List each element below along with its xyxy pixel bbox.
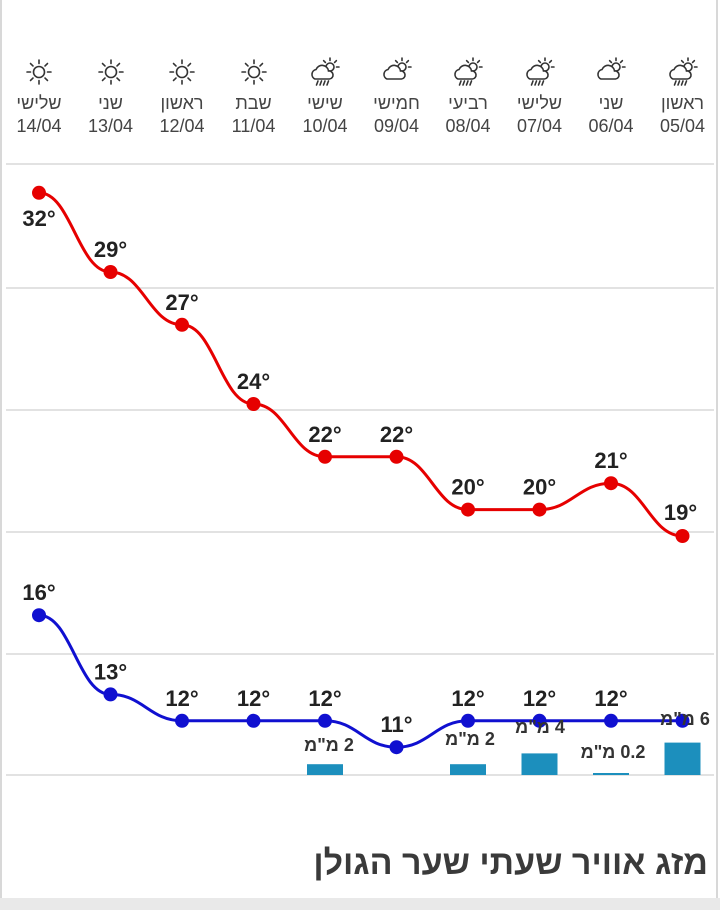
rain-label: 6 מ"מ [660,709,710,729]
day-column: שני 13/04 [75,52,147,138]
day-column: ראשון 12/04 [146,52,218,138]
low-temp-point [532,713,547,728]
cloud-sun-icon [361,52,433,92]
low-temp-label: 12° [237,686,270,711]
day-column: שישי 10/04 [289,52,361,138]
day-header-row: שלישי 14/04 שני 13/04 ראשון 12/04 שבת 11/04 שישי… [0,0,720,160]
high-temp-point [532,502,547,517]
rain-bar [521,753,558,775]
high-temp-line [38,191,683,538]
rain-label: 2 מ"מ [445,729,495,749]
high-temp-label: 22° [308,422,341,447]
high-temp-point [175,317,189,332]
day-name: שלישי [516,93,563,113]
day-column: חמישי 09/04 [361,52,433,138]
day-name: שני [98,93,123,113]
rain-bar [593,773,629,775]
high-temp-point [604,476,618,491]
day-name: שישי [307,93,343,113]
rain-bar [307,764,343,775]
low-temp-label: 12° [594,686,627,711]
low-temp-label: 11° [380,712,412,737]
day-column: רביעי 08/04 [432,52,504,138]
low-temp-point [604,713,618,728]
high-temp-label: 29° [94,237,127,262]
day-date: 08/04 [445,116,491,136]
rain-label: 0.2 מ"מ [581,742,646,762]
rain-bar [664,742,701,775]
low-temp-point [461,713,475,728]
low-temp-label: 12° [308,686,341,711]
high-temp-point [103,265,118,279]
rain-cloud-sun-icon [432,52,504,92]
low-temp-label: 16° [22,580,55,605]
day-name: ראשון [660,93,705,113]
day-date: 06/04 [588,116,634,136]
day-date: 05/04 [659,116,706,136]
high-temp-label: 21° [594,448,627,473]
high-temp-point [389,449,404,464]
rain-label: 4 מ"מ [515,717,565,737]
sun-icon [218,52,290,92]
day-name: שני [598,93,624,113]
day-date: 07/04 [516,116,563,136]
day-column: שני 06/04 [575,52,647,138]
day-column: ראשון 05/04 [647,52,719,138]
day-name: רביעי [448,93,488,113]
low-temp-point [389,740,404,755]
low-temp-label: 12° [523,686,556,711]
temperature-chart: 32° 29° 27° 24° 22° 22° 20° 20° 21° 19° 16° 13° 12° 1… [6,163,714,776]
high-temp-point [32,185,46,200]
rain-cloud-sun-icon [504,52,576,92]
high-temp-point [246,397,261,411]
low-temp-point [175,713,189,728]
high-temp-label: 27° [165,290,198,315]
day-date: 14/04 [16,116,62,136]
high-temp-label: 19° [664,500,697,525]
sun-icon [3,52,75,92]
day-column: שלישי 07/04 [504,52,576,138]
rain-cloud-sun-icon [647,52,719,92]
day-name: שבת [235,93,272,113]
rain-label: 2 מ"מ [304,735,354,755]
high-temp-label: 32° [22,206,55,231]
day-date: 12/04 [159,116,205,136]
high-temp-label: 20° [523,475,556,500]
low-temp-point [103,687,118,702]
bottom-strip [0,898,720,910]
day-name: ראשון [160,93,204,113]
day-date: 11/04 [231,116,276,136]
sun-icon [75,52,147,92]
day-name: שלישי [16,93,62,113]
high-temp-label: 22° [380,422,413,447]
day-column: שלישי 14/04 [3,52,75,138]
high-temp-label: 24° [237,369,270,394]
high-temp-point [461,502,475,517]
high-temp-point [318,449,332,464]
day-date: 10/04 [302,116,348,136]
high-temp-label: 20° [451,475,484,500]
low-temp-point [246,713,261,728]
low-temp-point [318,713,332,728]
day-date: 13/04 [87,116,134,136]
low-temp-point [32,608,46,623]
low-temp-label: 12° [165,686,198,711]
day-column: שבת 11/04 [218,52,290,138]
high-temp-point [675,529,690,543]
page-title: מזג אוויר שעתי שער הגולן [313,844,708,882]
rain-cloud-sun-icon [289,52,361,92]
rain-bar [450,764,486,775]
sun-icon [146,52,218,92]
day-date: 09/04 [373,116,420,136]
low-temp-line [38,613,683,749]
day-name: חמישי [373,93,420,113]
low-temp-label: 12° [451,686,484,711]
low-temp-label: 13° [94,659,127,684]
cloud-sun-icon [575,52,647,92]
low-temp-point [675,713,690,728]
